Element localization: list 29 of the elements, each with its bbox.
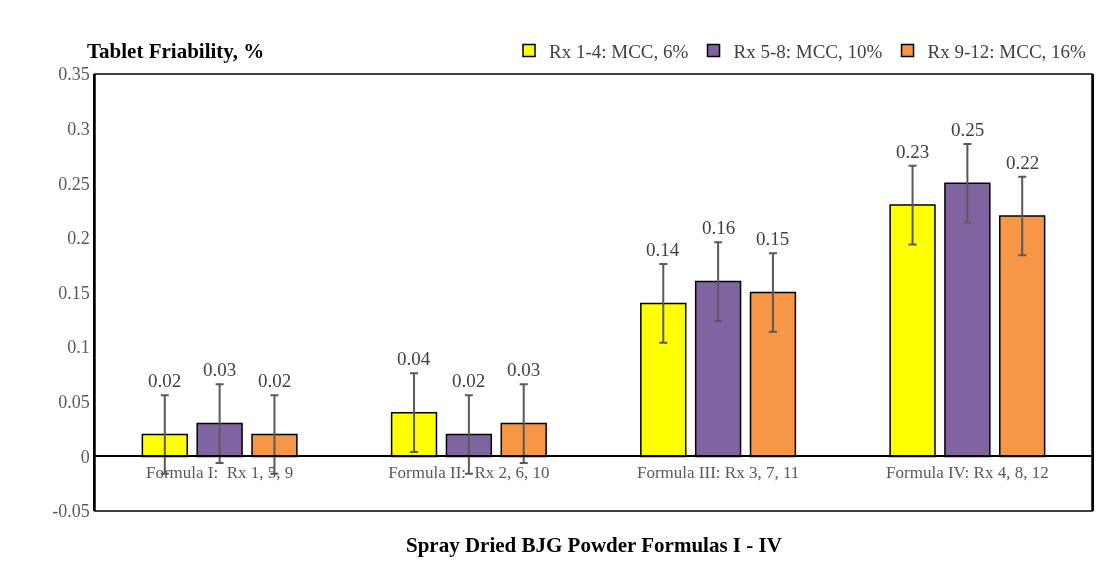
y-tick-label: 0.2: [67, 228, 90, 249]
y-tick-label: 0.05: [58, 392, 90, 413]
x-tick-label: Formula III: Rx 3, 7, 11: [636, 462, 800, 482]
y-tick-label: 0.35: [58, 64, 90, 85]
y-tick-label: 0.15: [58, 282, 90, 303]
data-label: 0.02: [258, 370, 292, 391]
data-label: 0.02: [148, 370, 182, 391]
data-label: 0.15: [756, 228, 790, 249]
data-label: 0.02: [452, 370, 486, 391]
data-label: 0.16: [702, 217, 736, 238]
x-axis-title: Spray Dried BJG Powder Formulas I - IV: [406, 533, 782, 557]
legend-label: Rx 5-8: MCC, 10%: [733, 40, 883, 62]
data-label: 0.23: [896, 141, 930, 162]
y-tick-label: -0.05: [52, 501, 90, 522]
x-tick-label: Formula IV: Rx 4, 8, 12: [886, 462, 1049, 482]
legend-label: Rx 9-12: MCC, 16%: [927, 40, 1087, 62]
y-tick-label: 0.25: [58, 173, 90, 194]
data-label: 0.22: [1006, 152, 1040, 173]
x-tick-label: Formula II: Rx 2, 6, 10: [388, 462, 550, 482]
legend-label: Rx 1-4: MCC, 6%: [549, 40, 689, 62]
y-tick-label: 0.3: [67, 118, 90, 139]
data-label: 0.25: [951, 119, 985, 140]
y-axis-title: Tablet Friability, %: [87, 39, 265, 63]
y-tick-label: 0.1: [67, 337, 90, 358]
data-label: 0.04: [397, 348, 431, 369]
data-label: 0.03: [507, 359, 541, 380]
data-label: 0.03: [203, 359, 237, 380]
data-label: 0.14: [646, 239, 680, 260]
y-tick-label: 0: [80, 446, 90, 467]
